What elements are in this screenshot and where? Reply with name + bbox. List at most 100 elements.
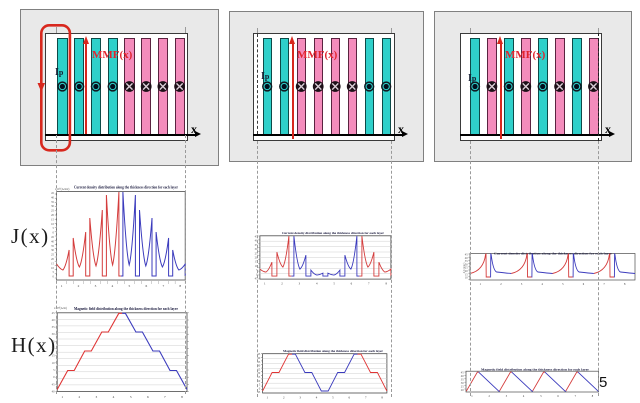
svg-text:4: 4	[316, 282, 318, 286]
svg-text:x105(A/m2): x105(A/m2)	[55, 187, 69, 191]
svg-text:6: 6	[583, 283, 585, 286]
svg-text:6: 6	[349, 396, 351, 400]
svg-text:20: 20	[255, 256, 259, 260]
svg-text:5: 5	[540, 395, 542, 398]
svg-text:4: 4	[541, 283, 543, 286]
svg-text:40: 40	[52, 390, 56, 394]
svg-text:30: 30	[465, 262, 469, 266]
svg-text:7: 7	[575, 395, 577, 398]
svg-text:2: 2	[281, 282, 283, 286]
svg-text:15: 15	[465, 272, 469, 276]
svg-text:J(A/mm2): J(A/mm2)	[463, 263, 466, 274]
svg-text:5: 5	[53, 270, 55, 274]
svg-text:4: 4	[316, 396, 318, 400]
svg-text:3: 3	[506, 395, 508, 398]
svg-text:35: 35	[255, 243, 259, 247]
svg-text:5: 5	[333, 282, 335, 286]
svg-text:6: 6	[147, 395, 149, 399]
svg-text:5: 5	[332, 396, 334, 400]
svg-text:10: 10	[465, 276, 469, 280]
svg-text:30: 30	[255, 247, 259, 251]
svg-text:45: 45	[465, 253, 469, 257]
svg-text:7: 7	[368, 282, 370, 286]
svg-text:7: 7	[164, 395, 166, 399]
svg-text:3: 3	[299, 396, 301, 400]
svg-text:1: 1	[61, 284, 63, 288]
svg-text:2: 2	[78, 284, 80, 288]
svg-text:1: 1	[471, 395, 473, 398]
svg-text:10: 10	[52, 361, 56, 365]
svg-text:2: 2	[283, 396, 285, 400]
svg-text:4: 4	[113, 395, 115, 399]
svg-text:Magnetic field distribution al: Magnetic field distribution along the th…	[481, 368, 590, 372]
svg-text:7: 7	[365, 396, 367, 400]
svg-text:45: 45	[257, 352, 261, 356]
svg-text:5: 5	[129, 284, 131, 288]
svg-text:25: 25	[52, 339, 56, 343]
svg-text:5: 5	[53, 368, 55, 372]
svg-text:20: 20	[257, 371, 261, 375]
svg-text:1: 1	[264, 282, 266, 286]
svg-text:35: 35	[257, 360, 261, 364]
svg-text:2: 2	[78, 395, 80, 399]
svg-text:0: 0	[53, 275, 55, 279]
svg-text:25: 25	[51, 253, 55, 257]
svg-text:3: 3	[96, 395, 98, 399]
svg-text:45: 45	[255, 235, 259, 239]
svg-text:1: 1	[61, 395, 63, 399]
svg-text:10: 10	[51, 222, 55, 226]
svg-text:2: 2	[500, 283, 502, 286]
svg-text:4: 4	[112, 284, 114, 288]
svg-text:10: 10	[51, 266, 55, 270]
svg-text:30: 30	[51, 204, 55, 208]
svg-text:15: 15	[51, 261, 55, 265]
svg-text:40: 40	[465, 256, 469, 260]
svg-text:15: 15	[51, 217, 55, 221]
svg-text:0: 0	[259, 386, 261, 390]
svg-text:25: 25	[257, 367, 261, 371]
svg-text:20: 20	[461, 388, 465, 392]
svg-text:6: 6	[557, 395, 559, 398]
svg-text:8: 8	[385, 282, 387, 286]
svg-text:Magnetic field distribution al: Magnetic field distribution along the th…	[283, 349, 383, 353]
svg-text:40: 40	[52, 318, 56, 322]
svg-text:30: 30	[257, 364, 261, 368]
svg-text:20: 20	[51, 257, 55, 261]
svg-text:25: 25	[255, 251, 259, 255]
svg-text:8: 8	[181, 395, 183, 399]
svg-text:10: 10	[257, 379, 261, 383]
svg-text:5: 5	[259, 383, 261, 387]
svg-text:5: 5	[53, 226, 55, 230]
svg-text:20: 20	[465, 269, 469, 273]
svg-text:x104(A/m): x104(A/m)	[54, 306, 67, 310]
svg-text:0: 0	[53, 231, 55, 235]
svg-text:35: 35	[51, 244, 55, 248]
svg-text:1: 1	[480, 283, 482, 286]
svg-text:7: 7	[603, 283, 605, 286]
svg-text:2: 2	[488, 395, 490, 398]
svg-text:3: 3	[299, 282, 301, 286]
svg-text:30: 30	[51, 248, 55, 252]
svg-text:8: 8	[624, 283, 626, 286]
svg-text:Magnetic field distribution al: Magnetic field distribution along the th…	[74, 306, 178, 311]
svg-text:5: 5	[130, 395, 132, 399]
svg-text:3: 3	[95, 284, 97, 288]
svg-text:45: 45	[255, 277, 259, 281]
svg-text:35: 35	[465, 259, 469, 263]
svg-text:15: 15	[52, 354, 56, 358]
svg-text:Current density distribution a: Current density distribution along the t…	[494, 252, 613, 256]
svg-text:30: 30	[461, 381, 465, 385]
svg-text:25: 25	[461, 385, 465, 389]
svg-text:10: 10	[255, 264, 259, 268]
svg-text:40: 40	[255, 239, 259, 243]
svg-text:20: 20	[52, 347, 56, 351]
svg-text:25: 25	[51, 209, 55, 213]
svg-text:8: 8	[179, 284, 181, 288]
svg-text:Current density distribution a: Current density distribution along the t…	[282, 231, 384, 235]
svg-text:45: 45	[52, 311, 56, 315]
svg-text:45: 45	[51, 235, 55, 239]
svg-text:15: 15	[257, 375, 261, 379]
svg-text:0: 0	[53, 375, 55, 379]
svg-text:35: 35	[461, 378, 465, 382]
svg-text:40: 40	[51, 195, 55, 199]
